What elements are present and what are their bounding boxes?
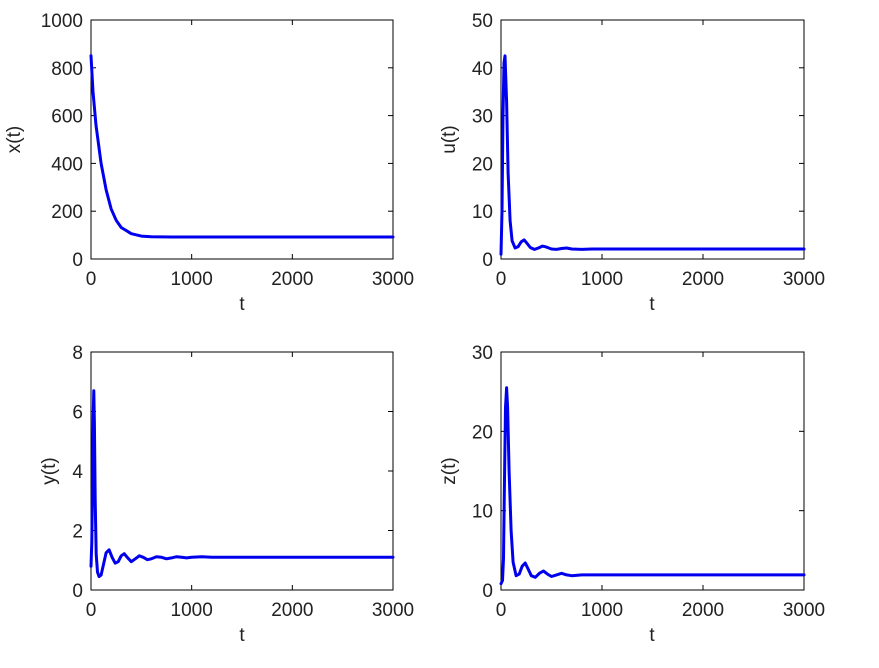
series-lines [499,54,806,256]
y-tick-label: 6 [72,403,83,424]
y-axis-label: z(t) [439,457,460,484]
y-tick-label: 30 [472,343,493,364]
x-tick-label: 1000 [171,600,213,621]
y-tick-label: 8 [72,343,83,364]
y-tick-label: 20 [472,422,493,443]
y-tick-label: 400 [51,154,83,175]
series-line [499,386,806,586]
x-tick-label: 3000 [783,269,825,290]
x-axis-label: t [239,625,245,646]
subplot-z: 0 1000 2000 3000 0 10 20 30 t z(t) [439,343,825,646]
plot-frame [500,19,805,260]
series-lines [89,54,395,239]
x-tick-label: 2000 [271,269,313,290]
x-tick-label: 0 [86,600,97,621]
x-axis-label: t [649,294,655,315]
y-tick-label: 600 [51,107,83,128]
subplot-y: 0 1000 2000 3000 0 2 4 6 8 t y(t) [39,343,414,646]
y-tick-label: 2 [72,522,83,543]
x-tick-label: 2000 [682,269,724,290]
x-tick-label: 0 [86,269,97,290]
x-tick-label: 2000 [682,600,724,621]
y-tick-label: 0 [482,581,493,602]
y-tick-label: 200 [51,202,83,223]
y-tick-label: 10 [472,202,493,223]
subplot-u: 0 1000 2000 3000 0 10 20 30 40 50 t u(t) [439,11,825,315]
x-tick-label: 1000 [581,600,623,621]
x-tick-label: 1000 [171,269,213,290]
plot-frame [90,19,394,260]
series-lines [89,389,395,579]
y-axis-label: u(t) [439,125,460,154]
x-tick-label: 2000 [271,600,313,621]
x-tick-label: 0 [496,600,507,621]
y-axis-label: y(t) [39,457,60,484]
x-axis-label: t [239,294,245,315]
y-tick-labels: 0 2 4 6 8 [72,343,83,602]
y-tick-label: 800 [51,59,83,80]
series-line [89,389,395,579]
x-tick-labels: 0 1000 2000 3000 [496,269,825,290]
y-tick-labels: 0 10 20 30 40 50 [472,11,493,271]
y-tick-label: 10 [472,502,493,523]
x-tick-labels: 0 1000 2000 3000 [86,269,414,290]
plot-frame [500,351,805,591]
y-tick-label: 0 [482,250,493,271]
x-tick-label: 3000 [783,600,825,621]
y-tick-label: 1000 [41,11,83,32]
x-tick-label: 0 [496,269,507,290]
x-tick-labels: 0 1000 2000 3000 [86,600,414,621]
y-tick-labels: 0 200 400 600 800 1000 [41,11,83,271]
y-tick-label: 0 [72,250,83,271]
tick-marks [500,351,805,591]
y-tick-label: 20 [472,154,493,175]
y-tick-label: 0 [72,581,83,602]
series-lines [499,386,806,586]
subplot-x: 0 1000 2000 3000 0 200 400 600 800 1000 t x(t) [4,11,414,315]
y-tick-labels: 0 10 20 30 [472,343,493,602]
y-tick-label: 4 [72,462,83,483]
series-line [499,54,806,256]
y-tick-label: 40 [472,59,493,80]
y-tick-label: 50 [472,11,493,32]
series-line [89,54,395,239]
y-tick-label: 30 [472,107,493,128]
x-axis-label: t [649,625,655,646]
x-tick-label: 3000 [372,269,414,290]
x-tick-labels: 0 1000 2000 3000 [496,600,825,621]
x-tick-label: 1000 [581,269,623,290]
y-axis-label: x(t) [4,126,25,153]
x-tick-label: 3000 [372,600,414,621]
